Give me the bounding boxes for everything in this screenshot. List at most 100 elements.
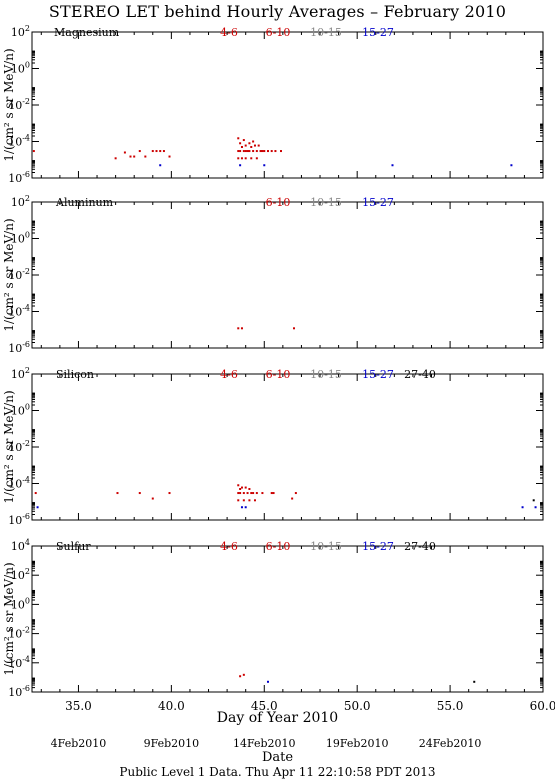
data-point-6-10 [250,145,253,148]
data-point-4-6 [123,151,126,154]
data-point-6-10 [272,492,275,495]
date-label-1: 9Feb2010 [143,737,200,750]
data-point-15-27 [266,680,269,683]
x-tick-label: 45.0 [251,699,278,713]
legend-15-27: 15-27 [362,26,394,39]
data-point-15-27 [391,164,394,167]
legend-6-10: 6-10 [266,26,291,39]
element-label: Magnesium [54,26,120,39]
data-point-4-6 [237,499,240,502]
y-axis-label: 1/(cm² s sr MeV/n) [2,48,16,161]
data-point-6-10 [237,492,240,495]
data-point-4-6 [138,492,141,495]
data-point-4-6 [250,157,253,160]
plot-frame-aluminum [31,201,544,349]
data-point-15-27 [240,506,243,509]
data-point-6-10 [270,150,273,153]
plot-frame-silicon [31,373,544,521]
data-point-6-10 [279,150,282,153]
y-axis-label: 1/(cm² s sr MeV/n) [2,390,16,503]
data-point-6-10 [261,492,264,495]
data-point-4-6 [255,157,258,160]
data-point-6-10 [255,150,258,153]
data-point-27-40 [473,680,476,683]
data-point-6-10 [239,675,242,678]
legend-4-6: 4-6 [220,540,238,553]
data-point-6-10 [242,150,245,153]
y-tick-label: 10-6 [8,512,30,527]
data-point-6-10 [242,492,245,495]
date-label-0: 4Feb2010 [50,737,107,750]
x-tick-label: 35.0 [65,699,92,713]
data-point-6-10 [248,487,251,490]
data-point-4-6 [253,499,256,502]
data-point-4-6 [114,157,117,160]
data-point-4-6 [116,492,119,495]
data-point-15-27 [510,164,513,167]
legend-10-15: 10-15 [310,196,342,209]
data-point-15-27 [263,164,266,167]
legend-15-27: 15-27 [362,196,394,209]
date-axis-title: Date [261,750,294,765]
data-point-6-10 [244,144,247,147]
data-point-6-10 [246,150,249,153]
data-point-6-10 [239,487,242,490]
legend-10-15: 10-15 [310,540,342,553]
data-point-4-6 [237,157,240,160]
element-label: Silicon [56,368,94,381]
data-point-6-10 [255,492,258,495]
data-point-6-10 [246,492,249,495]
data-point-15-27 [534,506,537,509]
data-point-4-6 [138,150,141,153]
data-point-6-10 [250,492,253,495]
data-point-4-6 [155,150,158,153]
y-tick-label: 10-6 [8,684,30,699]
data-point-6-10 [240,145,243,148]
data-point-4-6 [151,497,154,500]
x-axis-title: Day of Year 2010 [216,710,339,726]
data-point-6-10 [252,150,255,153]
y-tick-label: 10-6 [8,170,30,185]
data-point-15-27 [159,164,162,167]
legend-10-15: 10-15 [310,368,342,381]
y-axis-label: 1/(cm² s sr MeV/n) [2,218,16,331]
data-point-4-6 [240,157,243,160]
element-label: Aluminum [55,196,114,209]
legend-6-10: 6-10 [266,368,291,381]
data-point-4-6 [34,492,37,495]
data-point-15-27 [239,164,242,167]
legend-10-15: 10-15 [310,26,342,39]
data-point-6-10 [248,142,251,145]
data-point-6-10 [244,486,247,489]
legend-15-27: 15-27 [362,540,394,553]
data-point-6-10 [259,150,262,153]
y-tick-label: 104 [11,538,30,553]
legend-15-27: 15-27 [362,368,394,381]
data-point-15-27 [244,506,247,509]
data-point-6-10 [257,144,260,147]
y-tick-label: 102 [11,366,30,381]
data-point-4-6 [144,155,147,158]
data-point-4-6 [129,155,132,158]
y-axis-label: 1/(cm² s sr MeV/n) [2,562,16,675]
data-point-6-10 [240,486,243,489]
data-point-6-10 [253,144,256,147]
data-point-6-10 [237,150,240,153]
data-point-6-10 [237,137,240,140]
x-tick-label: 55.0 [437,699,464,713]
data-point-4-6 [244,157,247,160]
legend-27-40: 27-40 [404,540,436,553]
data-point-6-10 [242,673,245,676]
data-point-6-10 [239,492,242,495]
data-point-4-6 [151,150,154,153]
date-label-3: 19Feb2010 [325,737,389,750]
legend-4-6: 4-6 [220,368,238,381]
legend-6-10: 6-10 [266,540,291,553]
data-point-6-10 [266,150,269,153]
x-tick-label: 50.0 [344,699,371,713]
data-point-4-6 [159,150,162,153]
data-point-6-10 [294,492,297,495]
date-label-4: 24Feb2010 [418,737,482,750]
data-point-4-6 [162,150,165,153]
data-point-6-10 [261,150,264,153]
